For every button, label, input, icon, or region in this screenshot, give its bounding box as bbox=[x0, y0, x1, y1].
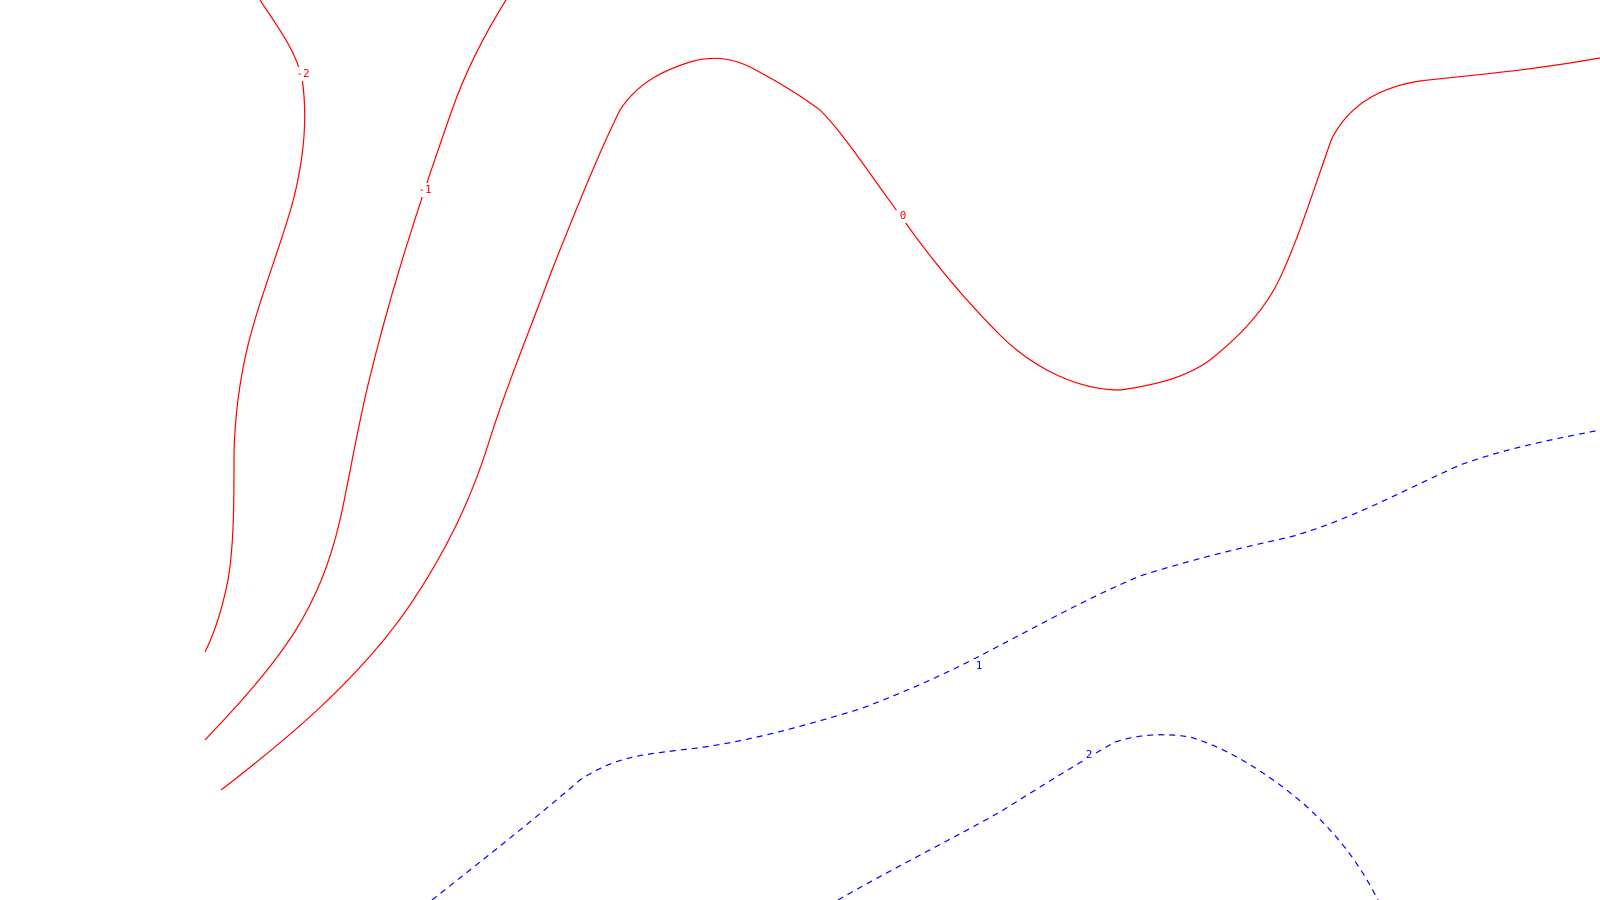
contour-label-background bbox=[896, 209, 910, 223]
contour-label-background bbox=[415, 183, 435, 197]
contour-line-minus-1 bbox=[204, 0, 507, 741]
contour-lines bbox=[204, 0, 1600, 900]
contour-label-plus-2: 2 bbox=[1082, 748, 1096, 762]
contour-label-text: 0 bbox=[900, 209, 907, 222]
contour-line-plus-2 bbox=[837, 734, 1379, 900]
contour-label-background bbox=[972, 659, 986, 673]
contour-label-background bbox=[1082, 748, 1096, 762]
contour-line-zero bbox=[220, 57, 1600, 791]
contour-label-plus-1: 1 bbox=[972, 659, 986, 673]
contour-line-minus-2 bbox=[204, 0, 306, 653]
contour-label-minus-2: -2 bbox=[293, 67, 313, 81]
contour-label-text: -1 bbox=[418, 183, 431, 196]
contour-label-minus-1: -1 bbox=[415, 183, 435, 197]
contour-label-zero: 0 bbox=[896, 209, 910, 223]
contour-label-text: -2 bbox=[296, 67, 309, 80]
contour-line-plus-1 bbox=[431, 429, 1600, 900]
contour-label-text: 2 bbox=[1086, 748, 1093, 761]
contour-labels: -2 -1 0 1 2 bbox=[293, 67, 1096, 762]
contour-label-background bbox=[293, 67, 313, 81]
contour-label-text: 1 bbox=[976, 659, 983, 672]
